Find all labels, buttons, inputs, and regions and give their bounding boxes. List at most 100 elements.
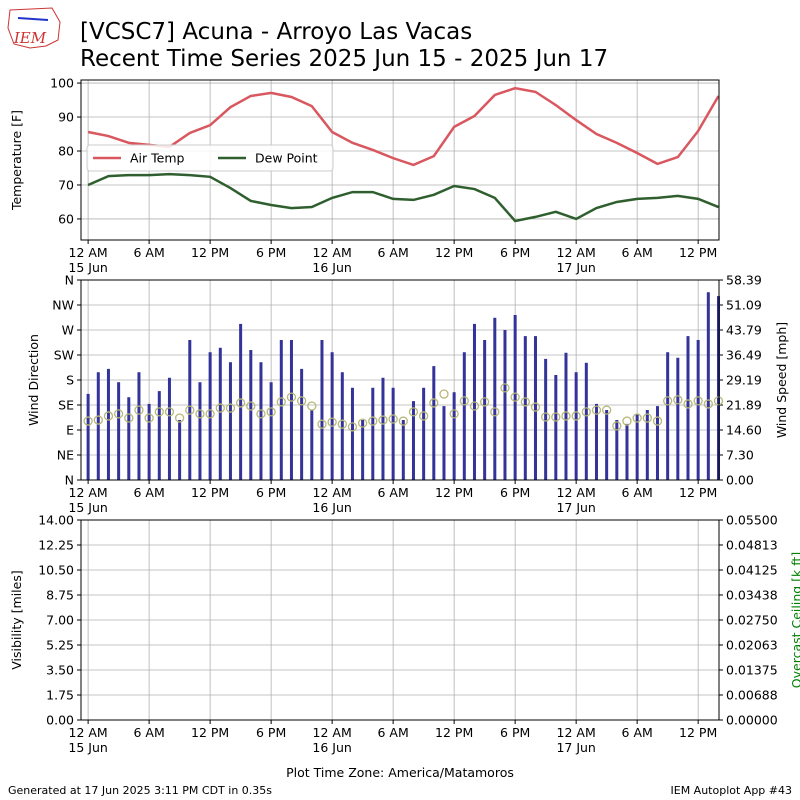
y2-tick-label: 7.30 xyxy=(726,447,754,462)
x-tick-label: 6 AM xyxy=(378,245,409,260)
bar xyxy=(381,377,385,480)
bar xyxy=(320,340,324,480)
bar xyxy=(228,362,232,480)
bar xyxy=(96,372,100,480)
bar xyxy=(300,368,304,480)
point xyxy=(713,396,724,406)
y2-tick-label: 0.01375 xyxy=(726,663,778,678)
bar xyxy=(655,406,659,480)
point xyxy=(317,419,327,429)
y-tick-label: 1.75 xyxy=(46,688,74,703)
x-tick-label: 12 PM xyxy=(679,485,717,500)
x-tick-label: 12 PM xyxy=(435,485,473,500)
bar xyxy=(452,392,456,480)
bar xyxy=(86,393,90,480)
point xyxy=(296,396,307,406)
point xyxy=(215,403,225,413)
point xyxy=(368,416,378,426)
point xyxy=(103,411,114,421)
point xyxy=(418,411,429,421)
x-tick-label: 12 PM xyxy=(191,485,229,500)
point xyxy=(164,407,175,417)
point xyxy=(602,405,612,415)
y2-tick-label: 43.79 xyxy=(726,323,762,338)
bar xyxy=(147,403,151,480)
y2-tick-label: 21.89 xyxy=(726,398,762,413)
bar xyxy=(615,420,619,480)
legend: Air Temp Dew Point xyxy=(86,144,334,172)
x-tick-label: 12 AM 15 Jun xyxy=(68,485,107,515)
point xyxy=(530,402,541,412)
point xyxy=(673,395,683,405)
y-tick-label: SW xyxy=(54,348,74,363)
x-tick-label: 6 PM xyxy=(500,725,530,740)
point xyxy=(663,396,673,406)
point xyxy=(469,401,480,411)
y-tick-label: 80 xyxy=(58,143,74,158)
point xyxy=(124,413,134,423)
point xyxy=(632,413,642,423)
y2-tick-label: 0.03438 xyxy=(726,587,778,602)
bar xyxy=(340,372,344,480)
bar xyxy=(401,420,405,480)
bar xyxy=(127,397,131,480)
point xyxy=(276,397,286,407)
x-tick-label: 12 PM xyxy=(435,725,473,740)
y2-tick-label: 0.00 xyxy=(726,473,754,488)
bar xyxy=(178,420,182,480)
x-tick-label: 6 AM xyxy=(622,245,653,260)
legend-label: Dew Point xyxy=(255,151,318,166)
y2-tick-label: 36.49 xyxy=(726,348,762,363)
x-tick-label: 12 AM 17 Jun xyxy=(556,245,595,275)
bar xyxy=(198,382,202,480)
x-tick-label: 12 AM 16 Jun xyxy=(312,485,351,515)
bar xyxy=(432,366,436,480)
point xyxy=(490,407,500,417)
y2-axis-label: Overcast Ceiling [k ft] xyxy=(789,552,800,688)
y2-tick-label: 0.02063 xyxy=(726,637,778,652)
bar xyxy=(218,347,222,480)
point xyxy=(388,414,398,424)
y2-tick-label: 0.02750 xyxy=(726,613,778,628)
bar xyxy=(716,296,720,480)
bar xyxy=(157,391,161,480)
subtitle: Recent Time Series 2025 Jun 15 - 2025 Ju… xyxy=(80,46,608,72)
logo-line xyxy=(17,17,49,21)
point xyxy=(93,415,103,425)
bar xyxy=(279,340,283,480)
bar xyxy=(269,382,273,480)
point xyxy=(561,411,571,421)
y-tick-label: 5.25 xyxy=(46,638,74,653)
bar xyxy=(676,357,680,480)
bar xyxy=(584,362,588,480)
bar xyxy=(208,352,212,480)
x-tick-label: 6 PM xyxy=(256,485,286,500)
point xyxy=(540,412,551,422)
logo-text: IEM xyxy=(13,29,47,47)
bar xyxy=(503,330,507,480)
plot-frame xyxy=(80,79,720,241)
point xyxy=(195,409,205,419)
y-tick-label: 8.75 xyxy=(46,588,74,603)
point xyxy=(286,392,297,402)
bar xyxy=(249,350,253,480)
x-tick-label: 6 PM xyxy=(256,245,286,260)
bar xyxy=(533,336,537,480)
bar xyxy=(106,368,110,480)
x-tick-label: 12 PM xyxy=(191,245,229,260)
point xyxy=(174,413,185,423)
x-tick-label: 12 AM 16 Jun xyxy=(312,245,351,275)
point xyxy=(571,411,581,421)
point xyxy=(307,401,317,411)
y2-tick-label: 0.05500 xyxy=(726,513,778,528)
point xyxy=(520,397,530,407)
point xyxy=(266,407,276,417)
y2-tick-label: 0.00000 xyxy=(726,713,778,728)
point xyxy=(246,401,256,411)
bar xyxy=(310,410,314,480)
bar xyxy=(411,401,415,480)
y-tick-label: 70 xyxy=(58,177,74,192)
y-tick-label: 3.50 xyxy=(46,663,74,678)
logo: IEM xyxy=(7,7,61,49)
y-tick-label: 7.00 xyxy=(46,613,74,628)
